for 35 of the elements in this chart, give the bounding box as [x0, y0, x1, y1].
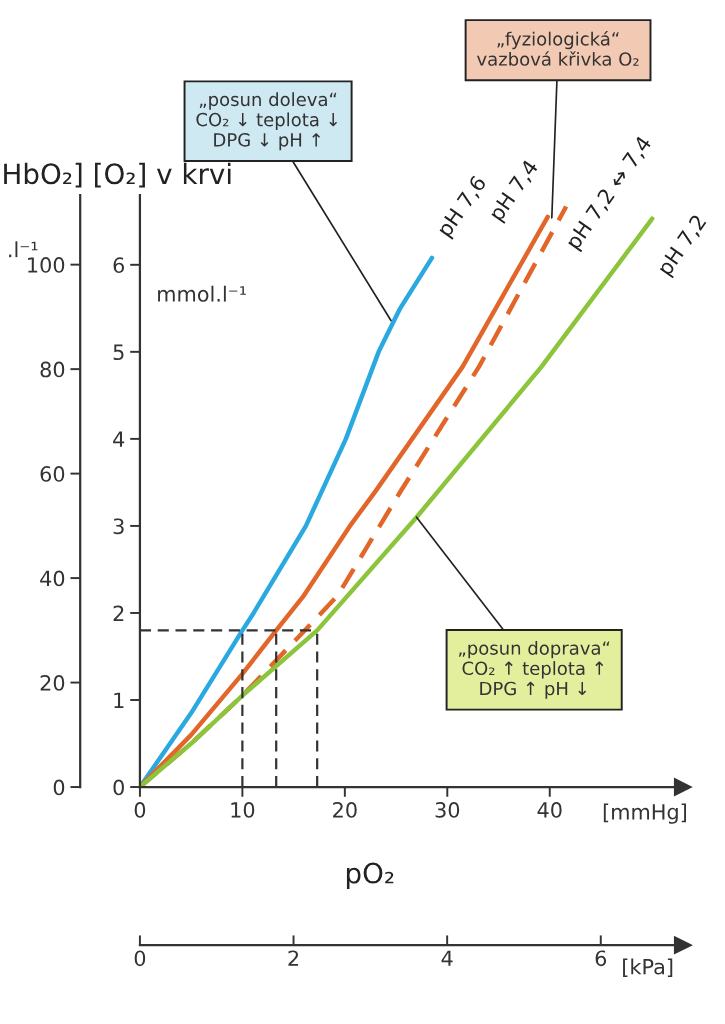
- annotation: „posun doleva“ CO₂ ↓ teplota ↓ DPG ↓ pH ↑: [196, 92, 338, 151]
- y2-tick-label: 80: [40, 361, 65, 378]
- x2-tick-label: 6: [595, 950, 607, 967]
- annotation: „posun doprava“ CO₂ ↑ teplota ↑ DPG ↑ pH ↓: [458, 640, 610, 699]
- y-tick-label: 1: [114, 692, 124, 708]
- y2-axis-title: .l⁻¹: [9, 241, 38, 258]
- y-tick-label: 6: [113, 257, 125, 274]
- chart-title: HbO₂] [O₂] v krvi: [4, 162, 231, 188]
- x2-tick-label: 0: [134, 950, 146, 967]
- text: pH 7,2 ↔ 7,4: [564, 134, 656, 253]
- x-tick-label: 30: [435, 802, 460, 818]
- x2-tick-label: 2: [288, 950, 299, 966]
- y-axis-title: mmol.l⁻¹: [158, 285, 246, 302]
- y-tick-label: 4: [113, 431, 125, 447]
- y2-tick-label: 0: [53, 779, 65, 796]
- y2-tick-label: 40: [40, 570, 65, 587]
- x2-tick-label: 4: [441, 950, 453, 966]
- annotation: „fyziologická“ vazbová křivka O₂: [476, 30, 639, 66]
- y-tick-label: 0: [113, 779, 124, 796]
- text: pO₂: [346, 862, 394, 889]
- x2-axis-title: [kPa]: [623, 958, 673, 978]
- y2-tick-label: 100: [28, 257, 65, 273]
- text: pH 7,2: [656, 213, 710, 279]
- y-tick-label: 3: [113, 518, 124, 535]
- y2-tick-label: 60: [40, 466, 65, 482]
- text: pH 7,4: [488, 158, 542, 224]
- y2-tick-label: 20: [40, 675, 65, 691]
- x-tick-label: 40: [537, 802, 562, 818]
- text: pH 7,6: [436, 174, 490, 240]
- x-axis-title: [mmHg]: [603, 803, 687, 824]
- y-tick-label: 5: [113, 344, 124, 361]
- x-tick-label: 10: [231, 802, 255, 818]
- y-tick-label: 2: [113, 605, 124, 621]
- x-tick-label: 20: [333, 802, 357, 818]
- x-tick-label: 0: [134, 802, 146, 818]
